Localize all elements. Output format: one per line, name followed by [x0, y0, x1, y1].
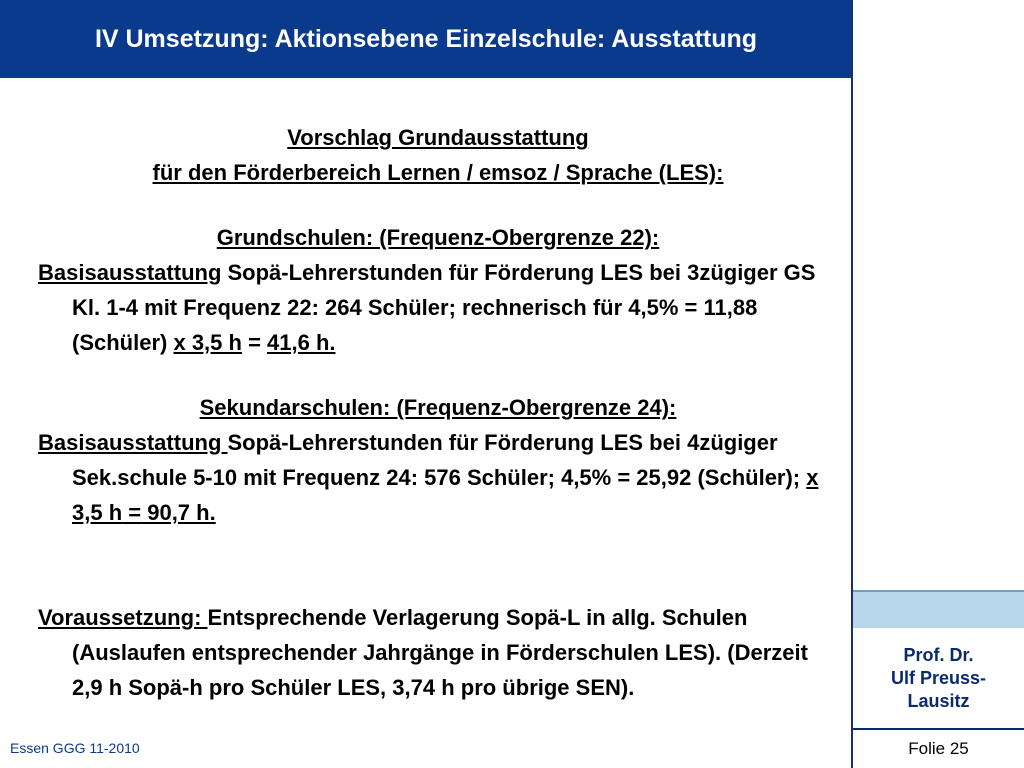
title-bar: IV Umsetzung: Aktionsebene Einzelschule:…: [0, 0, 852, 78]
grundschulen-equals: =: [241, 330, 268, 355]
footer-text: Essen GGG 11-2010: [10, 740, 140, 756]
sidebar-blank-area: [853, 0, 1024, 591]
author-box: Prof. Dr. Ulf Preuss- Lausitz: [853, 628, 1024, 728]
voraussetzung-paragraph: Voraussetzung: Entsprechende Verlagerung…: [38, 600, 838, 705]
grundschulen-text: Sopä-Lehrerstunden für Förderung LES bei…: [72, 260, 816, 355]
author-line-1: Prof. Dr.: [903, 644, 974, 665]
vertical-divider: [851, 0, 853, 768]
grundschulen-heading: Grundschulen: (Frequenz-Obergrenze 22):: [216, 225, 660, 250]
author-line-2: Ulf Preuss-: [890, 667, 987, 688]
sekundarschulen-label: Basisausstattung: [38, 430, 228, 455]
sekundarschulen-equals: =: [122, 500, 142, 525]
voraussetzung-text: Entsprechende Verlagerung Sopä-L in allg…: [72, 605, 808, 700]
sidebar-accent-band: [853, 591, 1024, 629]
author-separator: [853, 728, 1024, 730]
grundschulen-label: Basisausstattung: [38, 260, 222, 285]
heading-line-1: Vorschlag Grundausstattung: [287, 125, 589, 150]
author-line-3: Lausitz: [907, 690, 970, 711]
grundschulen-paragraph: Basisausstattung Sopä-Lehrerstunden für …: [38, 255, 838, 360]
grundschulen-factor: x 3,5 h: [173, 330, 242, 355]
slide-content: Vorschlag Grundausstattung für den Förde…: [38, 120, 838, 705]
sekundarschulen-factor: x 3,5 h: [72, 465, 819, 525]
sekundarschulen-result: 90,7 h.: [141, 500, 216, 525]
sekundarschulen-paragraph: Basisausstattung Sopä-Lehrerstunden für …: [38, 425, 838, 530]
voraussetzung-label: Voraussetzung:: [38, 605, 208, 630]
grundschulen-result: 41,6 h.: [267, 330, 336, 355]
slide-title: IV Umsetzung: Aktionsebene Einzelschule:…: [94, 24, 758, 53]
sekundarschulen-heading: Sekundarschulen: (Frequenz-Obergrenze 24…: [199, 395, 677, 420]
heading-line-2: für den Förderbereich Lernen / emsoz / S…: [152, 160, 724, 185]
sekundarschulen-text: Sopä-Lehrerstunden für Förderung LES bei…: [72, 430, 807, 490]
slide-number: Folie 25: [908, 739, 969, 758]
